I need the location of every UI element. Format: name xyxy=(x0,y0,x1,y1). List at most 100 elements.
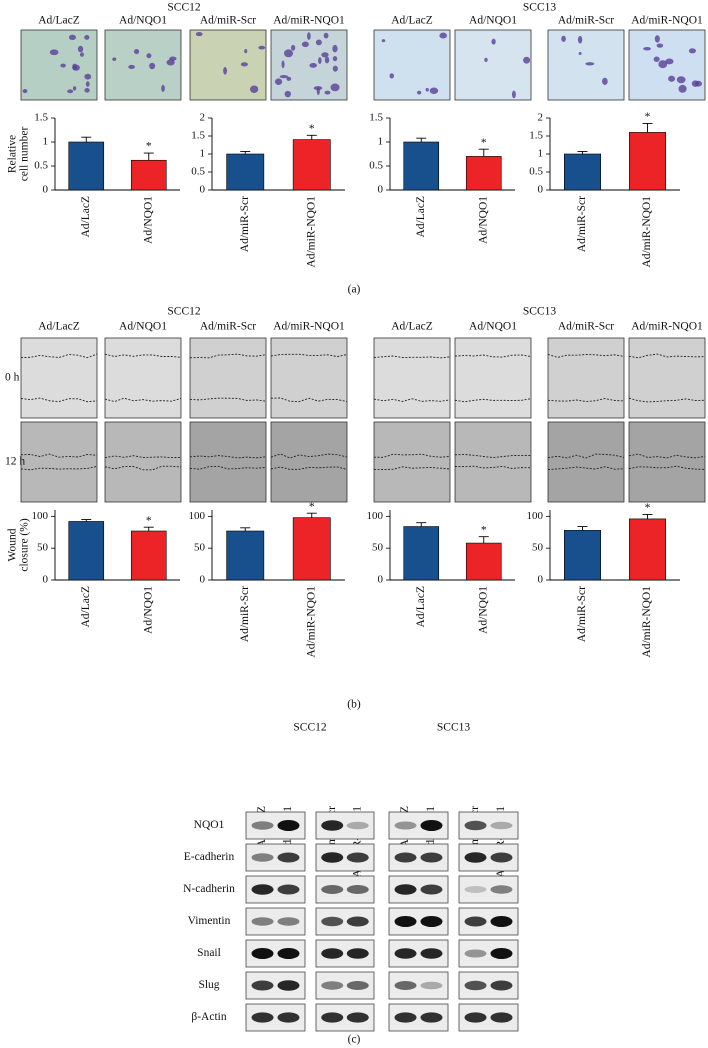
y-tick-label: 0 xyxy=(200,574,206,586)
wound-edge xyxy=(189,353,267,359)
panel-label: (c) xyxy=(348,1034,361,1046)
cell xyxy=(324,90,331,95)
cell xyxy=(68,34,77,41)
wound-edge xyxy=(628,397,706,403)
cell xyxy=(286,76,292,81)
bar xyxy=(292,517,331,581)
protein-label: Vimentin xyxy=(188,915,231,927)
cell xyxy=(244,48,248,54)
wound-edge xyxy=(547,453,625,459)
x-tick-label: Ad/LacZ xyxy=(80,196,92,238)
band xyxy=(420,852,443,863)
error-bar xyxy=(577,151,588,154)
micrograph xyxy=(104,29,182,101)
wound-edge xyxy=(628,353,706,359)
cell xyxy=(77,45,84,53)
protein-label: β-Actin xyxy=(191,1011,226,1023)
bar xyxy=(563,530,601,581)
image-label: Ad/LacZ xyxy=(38,15,80,27)
cell xyxy=(112,57,117,61)
wound-image xyxy=(454,421,532,503)
image-label: Ad/LacZ xyxy=(391,321,433,333)
band xyxy=(490,916,513,927)
band xyxy=(420,820,443,831)
y-axis-label: Relative xyxy=(7,135,19,173)
cell xyxy=(688,48,696,54)
y-tick-label: 1 xyxy=(43,136,49,148)
protein-label: NQO1 xyxy=(194,819,225,831)
band xyxy=(277,852,300,863)
cell xyxy=(166,59,175,66)
wound-image xyxy=(270,337,348,419)
group-title: SCC12 xyxy=(167,306,200,318)
bar xyxy=(628,132,666,191)
error-bar xyxy=(577,526,588,531)
band xyxy=(394,916,417,927)
bar xyxy=(465,156,502,191)
cell xyxy=(381,39,386,43)
x-tick-label: Ad/NQO1 xyxy=(477,196,489,244)
band xyxy=(321,1012,344,1023)
band xyxy=(464,886,487,893)
wound-edge xyxy=(454,465,532,469)
error-bar xyxy=(478,148,489,157)
image-label: Ad/miR-NQO1 xyxy=(273,321,345,333)
wound-image xyxy=(373,421,451,503)
wound-edge xyxy=(454,454,532,458)
cell xyxy=(484,57,488,62)
band xyxy=(277,980,300,991)
wound-image xyxy=(454,337,532,419)
band xyxy=(251,1012,274,1023)
cell xyxy=(676,76,686,84)
cell xyxy=(290,44,296,51)
cell xyxy=(656,43,664,48)
cell xyxy=(691,80,699,87)
band xyxy=(277,948,300,959)
error-bar xyxy=(478,536,489,544)
wound-edge xyxy=(628,465,706,470)
error-bar xyxy=(416,137,427,142)
band xyxy=(321,852,344,863)
group-title: SCC13 xyxy=(523,306,556,318)
bar xyxy=(403,526,440,581)
y-tick-label: 0 xyxy=(43,184,49,196)
band xyxy=(420,948,443,959)
wound-edge xyxy=(20,465,98,471)
band xyxy=(490,852,513,863)
wound-image xyxy=(547,337,625,419)
cell xyxy=(79,52,84,57)
wound-edge xyxy=(104,353,182,358)
wound-image xyxy=(628,421,706,503)
bar xyxy=(628,518,666,581)
band xyxy=(346,885,369,894)
cell xyxy=(578,51,582,56)
y-tick-label: 100 xyxy=(32,510,49,522)
y-tick-label: 0 xyxy=(538,184,544,196)
cell xyxy=(301,41,309,48)
wound-image xyxy=(547,421,625,503)
protein-label: E-cadherin xyxy=(184,851,235,863)
significance-mark: * xyxy=(481,137,487,149)
y-tick-label: 50 xyxy=(532,542,544,554)
band xyxy=(464,916,487,927)
bar xyxy=(292,139,331,191)
cell xyxy=(309,63,317,68)
cell xyxy=(425,87,429,92)
cell xyxy=(323,32,329,39)
bar xyxy=(130,530,167,581)
wound-edge xyxy=(20,353,98,359)
cell xyxy=(281,60,285,69)
cell xyxy=(511,90,516,99)
cell xyxy=(561,35,566,42)
cell xyxy=(49,49,59,56)
panel-label: (b) xyxy=(347,699,361,711)
panel-label: (a) xyxy=(348,284,361,296)
band xyxy=(251,980,274,991)
wound-edge xyxy=(373,398,451,402)
cell xyxy=(195,32,203,37)
wound-edge xyxy=(547,398,625,402)
cell xyxy=(249,85,259,93)
band xyxy=(464,980,487,991)
wound-edge xyxy=(20,397,98,403)
y-tick-label: 1 xyxy=(378,136,384,148)
